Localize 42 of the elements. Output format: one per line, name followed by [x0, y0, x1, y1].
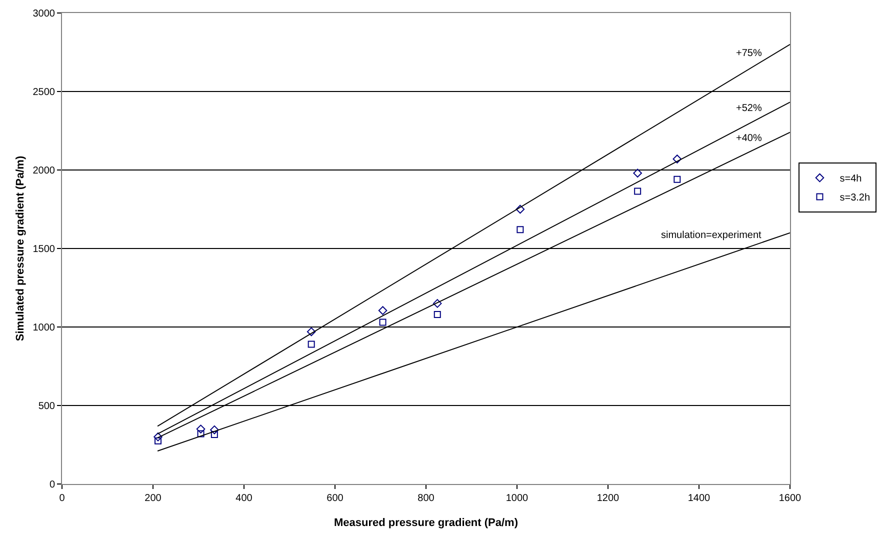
point [154, 437, 162, 444]
x-tick-label: 1200 [596, 493, 620, 504]
point [379, 318, 386, 326]
y-tick-label: 2500 [32, 87, 56, 98]
point [432, 299, 442, 308]
y-tick-label: 500 [38, 401, 56, 412]
point [197, 430, 204, 438]
series-label: +40% [736, 133, 762, 144]
x-tick-label: 1600 [778, 493, 802, 504]
x-tick-label: 600 [326, 493, 344, 504]
point [306, 327, 316, 336]
point [210, 425, 219, 434]
point [154, 432, 162, 442]
point [633, 168, 642, 178]
y-tick-label: 0 [49, 480, 56, 490]
y-tick-label: 1500 [32, 244, 56, 255]
x-axis-title: Measured pressure gradient (Pa/m) [334, 517, 518, 530]
point [634, 188, 642, 195]
legend-label: s=4h [840, 174, 862, 185]
x-tick-label: 800 [418, 493, 435, 504]
point [434, 310, 441, 318]
series-label: simulation=experiment [661, 230, 762, 241]
x-tick-label: 1400 [688, 493, 711, 504]
x-tick-label: 400 [236, 493, 253, 504]
point [196, 424, 206, 434]
x-tick-label: 0 [59, 493, 66, 504]
y-tick-label: 3000 [32, 8, 56, 20]
point [378, 306, 388, 315]
point [516, 204, 525, 214]
series-label: +52% [736, 103, 762, 114]
point [674, 176, 681, 183]
series-label: +75% [736, 48, 762, 59]
x-tick-label: 1000 [506, 493, 529, 504]
point [672, 154, 682, 164]
point [210, 431, 218, 438]
y-axis-title: Simulated pressure gradient (Pa/m) [14, 156, 26, 342]
y-tick-label: 1000 [32, 322, 56, 334]
x-tick-label: 200 [144, 493, 162, 504]
point [308, 340, 315, 348]
y-tick-label: 2000 [32, 166, 56, 176]
point [516, 226, 524, 234]
legend-label: s=3.2h [840, 192, 870, 204]
